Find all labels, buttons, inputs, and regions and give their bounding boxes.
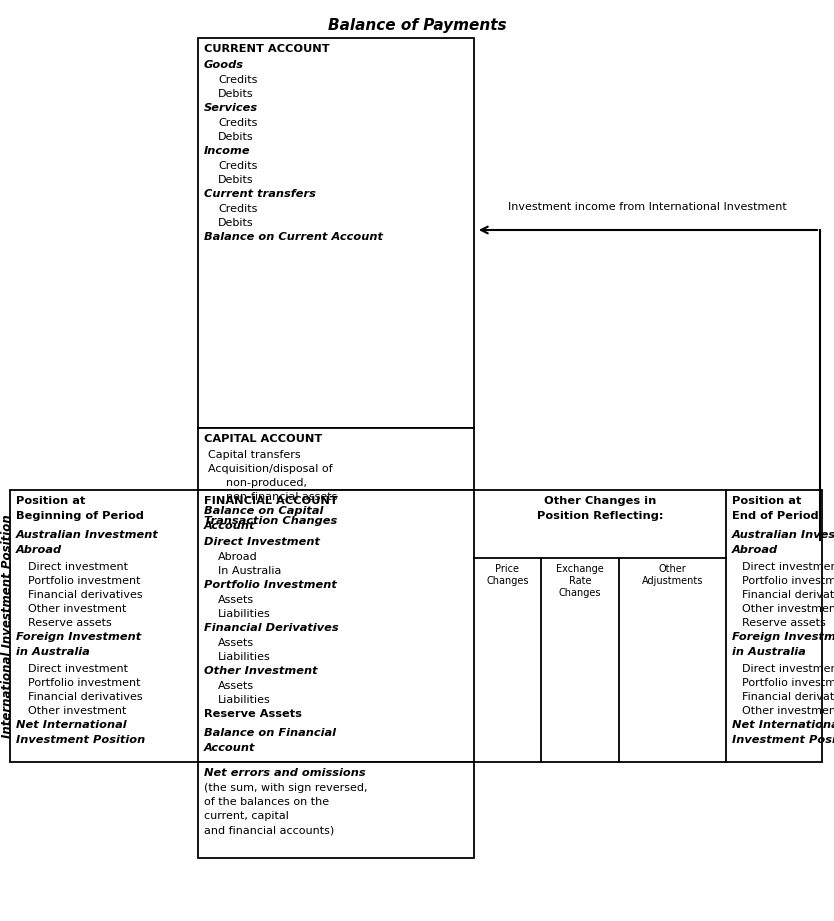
Text: (the sum, with sign reversed,: (the sum, with sign reversed, [204, 783, 368, 793]
Text: Rate: Rate [569, 576, 591, 586]
Text: Abroad: Abroad [16, 545, 62, 555]
Text: Financial derivatives: Financial derivatives [28, 590, 143, 600]
Text: Services: Services [204, 103, 259, 113]
Text: and financial accounts): and financial accounts) [204, 825, 334, 835]
Text: Portfolio investment: Portfolio investment [742, 678, 834, 688]
Text: Assets: Assets [218, 681, 254, 691]
Text: Exchange: Exchange [556, 564, 604, 574]
Text: Reserve Assets: Reserve Assets [204, 709, 302, 719]
Text: Direct investment: Direct investment [28, 664, 128, 674]
Text: Direct Investment: Direct Investment [204, 537, 320, 547]
Text: Financial derivatives: Financial derivatives [742, 692, 834, 702]
Text: Debits: Debits [218, 89, 254, 99]
Text: In Australia: In Australia [218, 566, 281, 576]
Text: Net errors and omissions: Net errors and omissions [204, 768, 365, 778]
Text: Financial Derivatives: Financial Derivatives [204, 623, 339, 633]
Text: Liabilities: Liabilities [218, 609, 271, 619]
Text: Liabilities: Liabilities [218, 652, 271, 662]
Text: Capital transfers: Capital transfers [208, 450, 300, 460]
Text: Financial derivatives: Financial derivatives [28, 692, 143, 702]
Text: Debits: Debits [218, 175, 254, 185]
Text: Assets: Assets [218, 595, 254, 605]
Bar [10, 490, 822, 762]
Text: CURRENT ACCOUNT: CURRENT ACCOUNT [204, 44, 329, 54]
Text: Balance on Current Account: Balance on Current Account [204, 232, 383, 242]
Text: Current transfers: Current transfers [204, 189, 316, 199]
Text: Debits: Debits [218, 132, 254, 142]
Text: Goods: Goods [204, 60, 244, 70]
Text: Reserve assets: Reserve assets [742, 618, 826, 628]
Text: Direct investment: Direct investment [742, 562, 834, 572]
Text: Credits: Credits [218, 161, 258, 171]
Text: Credits: Credits [218, 75, 258, 85]
Text: Balance on Capital: Balance on Capital [204, 506, 324, 516]
Text: Changes: Changes [486, 576, 529, 586]
Text: International Investment Position: International Investment Position [2, 514, 14, 738]
Text: Investment income from International Investment: Investment income from International Inv… [508, 202, 786, 212]
Text: Balance of Payments: Balance of Payments [328, 18, 506, 33]
Text: Liabilities: Liabilities [218, 695, 271, 705]
Text: Assets: Assets [218, 638, 254, 648]
Bar [198, 38, 474, 428]
Text: Balance on Financial: Balance on Financial [204, 728, 336, 738]
Text: Other investment: Other investment [742, 604, 834, 614]
Text: Financial derivatives: Financial derivatives [742, 590, 834, 600]
Text: Other investment: Other investment [28, 706, 127, 716]
Text: current, capital: current, capital [204, 811, 289, 821]
Text: FINANCIAL ACCOUNT: FINANCIAL ACCOUNT [204, 496, 338, 506]
Text: Foreign Investment: Foreign Investment [732, 632, 834, 642]
Text: Beginning of Period: Beginning of Period [16, 511, 144, 521]
Text: Account: Account [204, 743, 255, 753]
Text: Other investment: Other investment [28, 604, 127, 614]
Text: Other investment: Other investment [742, 706, 834, 716]
Bar [198, 428, 474, 490]
Text: Other: Other [659, 564, 686, 574]
Text: Portfolio Investment: Portfolio Investment [204, 580, 337, 590]
Text: Australian Investment: Australian Investment [732, 530, 834, 540]
Text: in Australia: in Australia [16, 647, 90, 657]
Text: Investment Position: Investment Position [732, 735, 834, 745]
Text: Transaction Changes: Transaction Changes [204, 516, 337, 526]
Text: Abroad: Abroad [732, 545, 778, 555]
Text: Changes: Changes [559, 588, 601, 598]
Text: Position at: Position at [16, 496, 85, 506]
Text: Price: Price [495, 564, 520, 574]
Text: Account: Account [204, 521, 255, 531]
Text: non-produced,: non-produced, [226, 478, 307, 488]
Text: Direct investment: Direct investment [742, 664, 834, 674]
Text: End of Period: End of Period [732, 511, 819, 521]
Text: Net International: Net International [16, 720, 127, 730]
Text: Debits: Debits [218, 218, 254, 228]
Text: Foreign Investment: Foreign Investment [16, 632, 141, 642]
Text: Abroad: Abroad [218, 552, 258, 562]
Text: non-financial assets: non-financial assets [226, 492, 338, 502]
Text: of the balances on the: of the balances on the [204, 797, 329, 807]
Text: Credits: Credits [218, 204, 258, 214]
Text: Australian Investment: Australian Investment [16, 530, 158, 540]
Text: CAPITAL ACCOUNT: CAPITAL ACCOUNT [204, 434, 322, 444]
Text: Other Investment: Other Investment [204, 666, 318, 676]
Text: Position at: Position at [732, 496, 801, 506]
Text: Income: Income [204, 146, 251, 156]
Text: Other Changes in: Other Changes in [544, 496, 656, 506]
Text: Direct investment: Direct investment [28, 562, 128, 572]
Text: in Australia: in Australia [732, 647, 806, 657]
Bar [198, 762, 474, 858]
Text: Reserve assets: Reserve assets [28, 618, 112, 628]
Text: Portfolio investment: Portfolio investment [28, 678, 140, 688]
Text: Portfolio investment: Portfolio investment [28, 576, 140, 586]
Text: Credits: Credits [218, 118, 258, 128]
Text: Investment Position: Investment Position [16, 735, 145, 745]
Text: Position Reflecting:: Position Reflecting: [537, 511, 663, 521]
Text: Net International: Net International [732, 720, 834, 730]
Text: Adjustments: Adjustments [642, 576, 703, 586]
Text: Portfolio investment: Portfolio investment [742, 576, 834, 586]
Text: Acquisition/disposal of: Acquisition/disposal of [208, 464, 333, 474]
